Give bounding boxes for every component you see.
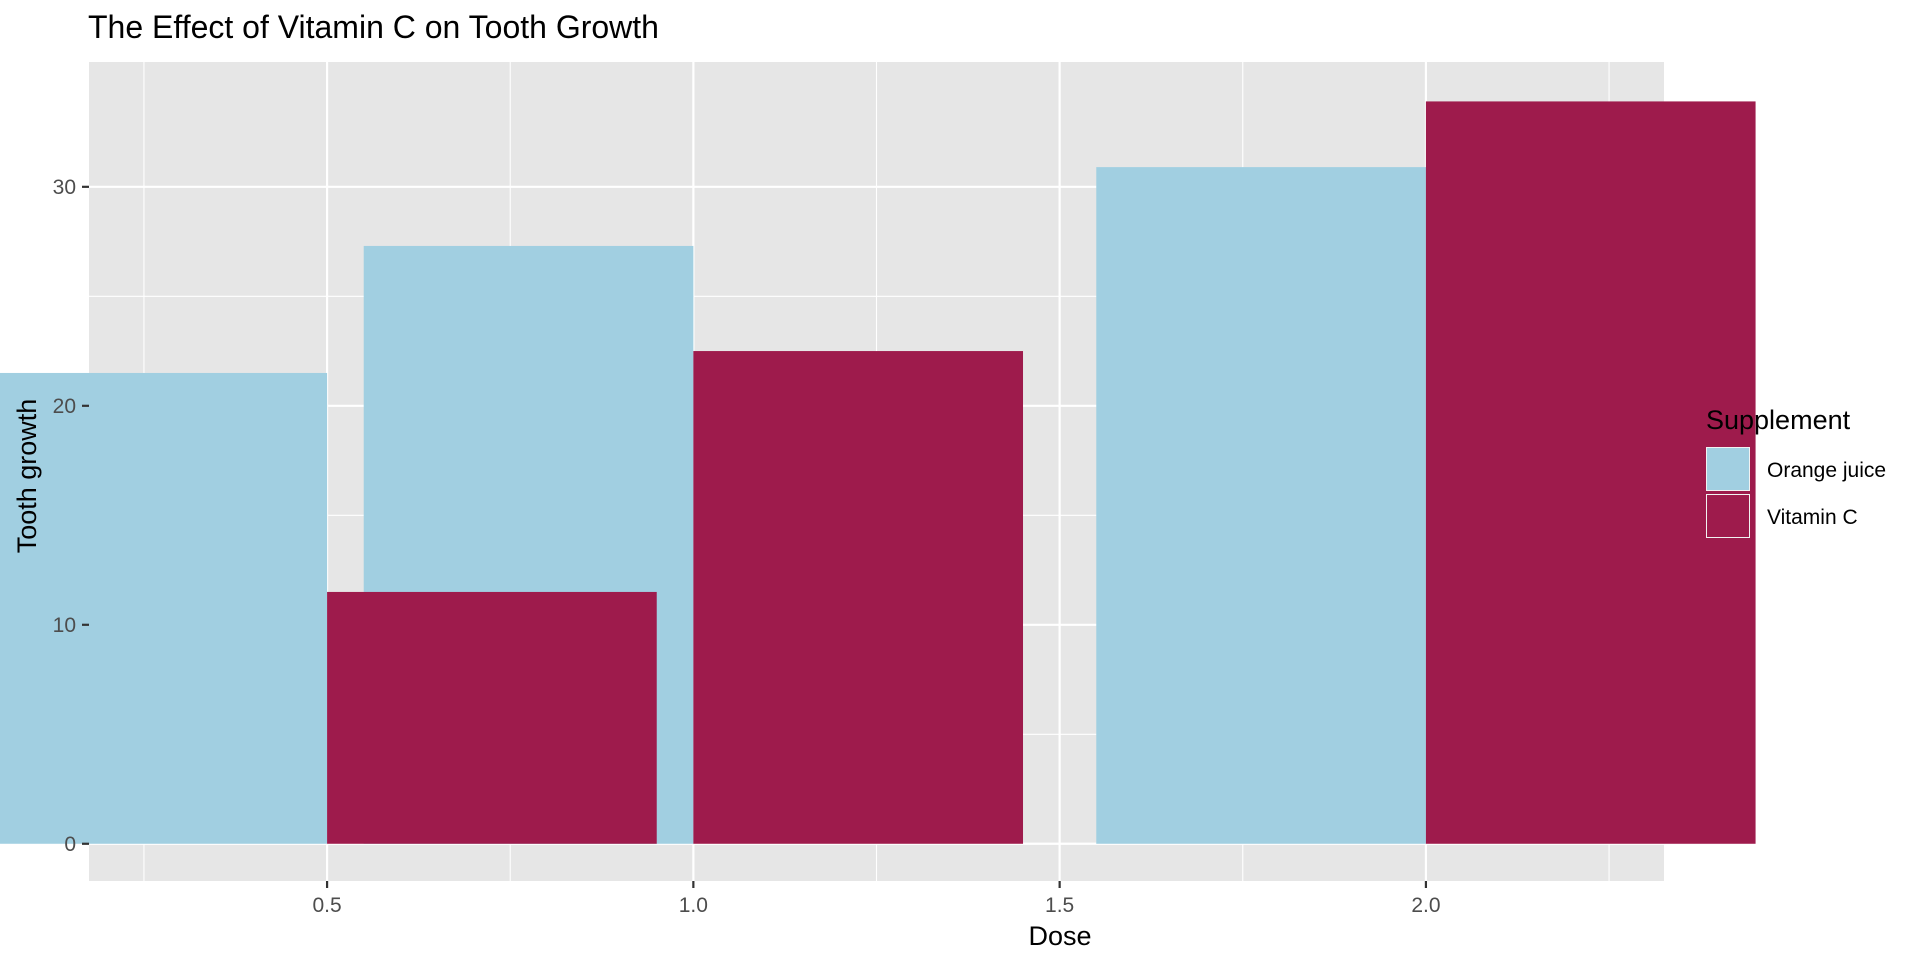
x-tick-label: 2.0 [1411, 894, 1440, 917]
y-tick-label: 0 [64, 833, 76, 856]
x-tick-label: 1.5 [1045, 894, 1074, 917]
bar-orange-juice [0, 372, 328, 844]
legend-label: Orange juice [1767, 459, 1886, 482]
bar-vitamin-c [327, 591, 657, 844]
y-tick-label: 20 [53, 395, 76, 418]
bars [0, 101, 1756, 844]
y-tick-label: 10 [53, 614, 76, 637]
bar-vitamin-c [1425, 101, 1756, 844]
bar-orange-juice [1096, 167, 1426, 844]
x-tick-label: 1.0 [679, 894, 708, 917]
axes: 0 10 20 30 0.5 1.0 1.5 2.0 [53, 176, 1441, 917]
chart-title: The Effect of Vitamin C on Tooth Growth [88, 9, 659, 45]
legend-label: Vitamin C [1767, 506, 1858, 529]
x-axis-title: Dose [1028, 921, 1091, 951]
y-tick-label: 30 [53, 176, 76, 199]
legend-title: Supplement [1706, 405, 1851, 435]
legend-key-swatch [1707, 448, 1749, 490]
legend-key-swatch [1707, 495, 1749, 537]
y-axis-title: Tooth growth [12, 399, 42, 554]
legend: Supplement Orange juice Vitamin C [1706, 405, 1886, 538]
bar-vitamin-c [693, 351, 1024, 844]
x-tick-label: 0.5 [312, 894, 341, 917]
